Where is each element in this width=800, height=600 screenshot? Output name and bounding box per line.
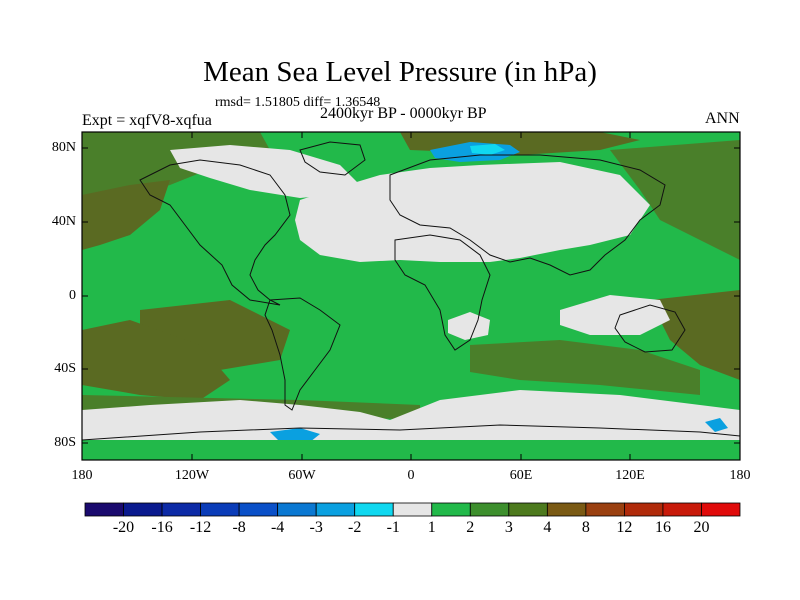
lon-label-60w: 60W — [288, 468, 316, 483]
colorbar-swatch — [277, 502, 317, 517]
colorbar-swatch — [238, 502, 279, 517]
colorbar-label: -3 — [309, 519, 323, 536]
colorbar-label: -16 — [151, 519, 173, 536]
colorbar-label: 12 — [616, 519, 633, 536]
colorbar-swatch — [161, 502, 201, 517]
greenland-outline — [299, 141, 366, 176]
lon-label-120w: 120W — [174, 468, 210, 483]
colorbar — [84, 502, 741, 517]
lat-label-0: 0 — [69, 288, 76, 303]
indian-olive — [650, 290, 740, 380]
colorbar-swatch — [469, 502, 510, 517]
colorbar-swatch — [315, 502, 356, 517]
australia-outline — [614, 304, 686, 353]
south-africa-grey — [448, 312, 490, 340]
colorbar-swatch — [546, 502, 587, 517]
antarctic-blue-east — [705, 418, 728, 432]
colorbar-label: -1 — [386, 519, 400, 536]
colorbar-swatch — [431, 502, 471, 517]
lat-label-80s: 80S — [54, 435, 76, 450]
north-pacific-olive — [82, 180, 170, 250]
colorbar-swatch — [701, 502, 741, 517]
period-label: 2400kyr BP - 0000kyr BP — [320, 105, 487, 122]
lon-label-120e: 120E — [615, 468, 645, 483]
antarctic-bottom-band — [82, 440, 740, 460]
stats-text: rmsd= 1.51805 diff= 1.36548 — [215, 95, 381, 110]
eurasia-grey — [295, 162, 650, 262]
colorbar-label: 16 — [654, 519, 671, 536]
colorbar-label: 4 — [543, 519, 552, 536]
experiment-label: Expt = xqfV8-xqfua — [82, 112, 212, 129]
north-america-outline — [139, 159, 291, 306]
colorbar-label: 1 — [427, 519, 436, 536]
colorbar-label: -4 — [270, 519, 285, 536]
lon-label-60e: 60E — [509, 468, 533, 483]
colorbar-swatch — [624, 502, 664, 517]
antarctica-outline — [82, 424, 740, 441]
arctic-grey — [170, 145, 360, 198]
south-atlantic-dark — [470, 340, 700, 395]
lat-label-80n: 80N — [51, 140, 76, 155]
colorbar-label: -8 — [232, 519, 246, 536]
eurasia-outline — [389, 154, 666, 276]
southern-olive-band — [82, 320, 230, 400]
africa-outline — [394, 234, 491, 351]
australia-grey — [560, 295, 670, 335]
coastlines — [82, 141, 740, 441]
lon-label-180w: 180 — [71, 468, 93, 483]
colorbar-label: -2 — [348, 519, 362, 536]
colorbar-label: 2 — [466, 519, 475, 536]
colorbar-label: 8 — [581, 519, 590, 536]
lat-label-40s: 40S — [54, 361, 76, 376]
lat-label-40n: 40N — [51, 214, 76, 229]
colorbar-label: 20 — [693, 519, 710, 536]
season-label: ANN — [705, 110, 740, 127]
lon-label-180e: 180 — [729, 468, 751, 483]
colorbar-swatch — [662, 502, 702, 517]
colorbar-swatch — [200, 502, 240, 517]
colorbar-swatch — [84, 502, 124, 517]
colorbar-swatch — [585, 502, 625, 517]
arctic-cyan — [470, 144, 505, 155]
colorbar-label: -20 — [112, 519, 135, 536]
east-pacific-dark — [610, 140, 740, 260]
colorbar-swatch — [354, 502, 394, 517]
colorbar-label: -12 — [189, 519, 212, 536]
colorbar-swatch — [508, 502, 548, 517]
colorbar-swatch — [392, 502, 433, 517]
map-title: Mean Sea Level Pressure (in hPa) — [203, 56, 597, 88]
lon-label-0: 0 — [407, 468, 415, 483]
colorbar-swatch — [123, 502, 163, 517]
axis-ticks — [82, 132, 740, 460]
south-america-outline — [264, 297, 341, 411]
antarctic-blue — [270, 428, 320, 442]
colorbar-label: 3 — [504, 519, 513, 536]
